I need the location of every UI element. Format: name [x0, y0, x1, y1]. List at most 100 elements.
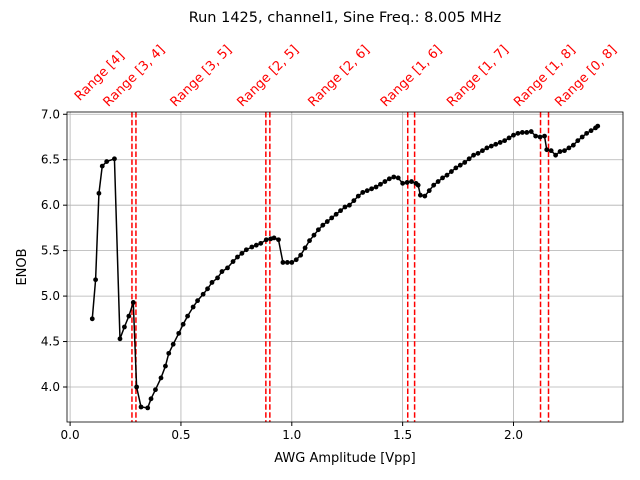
data-point	[249, 244, 255, 250]
data-point	[205, 286, 210, 292]
data-point	[519, 130, 525, 135]
data-point	[378, 181, 383, 187]
data-point	[195, 298, 200, 304]
data-point	[484, 145, 490, 151]
data-point	[163, 363, 168, 369]
data-point	[488, 143, 494, 149]
data-point	[355, 193, 361, 199]
data-point	[364, 188, 370, 194]
chart-title: Run 1425, channel1, Sine Freq.: 8.005 MH…	[189, 10, 502, 26]
data-point	[575, 138, 581, 144]
x-axis-label: AWG Amplitude [Vpp]	[274, 451, 416, 466]
data-point	[497, 140, 503, 145]
data-point	[190, 304, 196, 310]
data-point	[462, 160, 468, 165]
data-point	[289, 260, 295, 265]
data-point	[158, 375, 164, 381]
data-point	[130, 300, 136, 305]
data-point	[320, 222, 326, 228]
data-point	[557, 149, 563, 154]
y-tick-label: 5.0	[41, 289, 60, 303]
range-label: Range [2, 5]	[235, 43, 302, 110]
data-point	[276, 237, 281, 243]
range-label: Range [3, 5]	[168, 43, 235, 110]
data-point	[515, 130, 521, 136]
y-tick-label: 6.0	[41, 198, 60, 212]
data-point	[528, 129, 534, 134]
data-point	[440, 175, 445, 181]
data-point	[347, 202, 352, 208]
range-label: Range [3, 4]	[101, 43, 168, 110]
data-point	[333, 211, 339, 217]
data-point	[243, 247, 249, 253]
data-point	[342, 204, 348, 210]
data-point	[138, 404, 144, 410]
data-point	[185, 313, 190, 319]
data-point	[588, 128, 594, 134]
data-point	[263, 237, 269, 243]
data-point	[239, 250, 245, 256]
data-point	[166, 350, 172, 356]
data-point	[104, 159, 110, 164]
data-point	[96, 190, 102, 196]
data-point	[235, 254, 240, 260]
data-point	[544, 147, 550, 153]
data-point	[93, 277, 98, 283]
data-point	[391, 174, 397, 180]
data-point	[230, 259, 236, 264]
data-point	[475, 150, 481, 156]
data-point	[126, 313, 132, 319]
y-tick-label: 4.5	[41, 335, 60, 349]
data-point	[524, 130, 530, 135]
data-point	[280, 260, 286, 265]
data-point	[117, 336, 123, 342]
data-point	[595, 123, 601, 129]
x-tick-label: 2.0	[504, 428, 523, 442]
data-point	[293, 257, 299, 263]
data-point	[395, 175, 401, 181]
data-point	[415, 182, 421, 188]
x-tick-label: 1.0	[282, 428, 301, 442]
data-point	[553, 152, 559, 158]
data-point	[453, 165, 459, 171]
data-point	[200, 291, 206, 297]
data-point	[480, 148, 485, 154]
data-point	[360, 190, 366, 195]
data-point	[351, 198, 357, 204]
data-point	[219, 269, 225, 274]
data-point	[253, 242, 259, 248]
data-point	[457, 162, 463, 168]
y-tick-label: 6.5	[41, 153, 60, 167]
data-point	[373, 184, 379, 190]
data-point	[426, 188, 432, 194]
data-point	[145, 405, 151, 411]
range-label: Range [2, 6]	[305, 43, 372, 110]
data-point	[493, 141, 499, 147]
x-tick-label: 0.0	[61, 428, 80, 442]
data-point	[180, 321, 186, 327]
data-point	[302, 245, 308, 251]
y-tick-label: 5.5	[41, 244, 60, 258]
data-point	[315, 227, 321, 233]
data-point	[338, 208, 343, 214]
data-point	[112, 156, 117, 162]
data-point	[329, 215, 335, 221]
data-point	[409, 179, 414, 184]
data-point	[570, 142, 576, 148]
data-point	[298, 252, 304, 258]
data-point	[176, 330, 182, 336]
data-point	[89, 316, 95, 322]
data-point	[209, 280, 215, 285]
data-point	[449, 169, 454, 174]
data-line	[91, 125, 599, 409]
data-point	[579, 134, 585, 140]
y-tick-label: 7.0	[41, 107, 60, 121]
data-point	[311, 232, 317, 238]
data-point	[404, 180, 410, 185]
data-point	[215, 275, 220, 281]
data-point	[307, 238, 312, 244]
data-point	[382, 179, 388, 184]
plot-frame	[66, 111, 624, 423]
data-point	[542, 133, 547, 139]
